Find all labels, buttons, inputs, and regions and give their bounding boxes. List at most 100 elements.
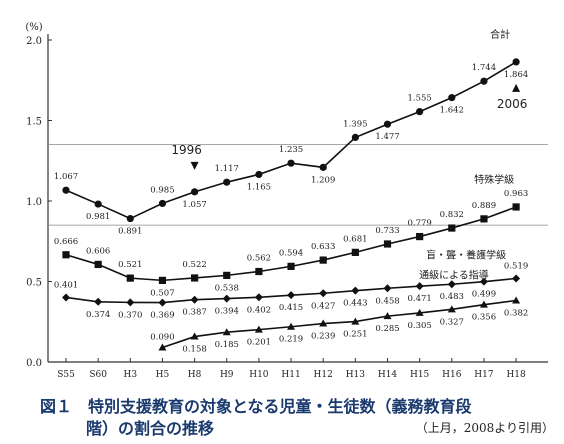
data-point-square	[287, 262, 295, 270]
data-label: 0.239	[311, 332, 335, 342]
data-label: 0.158	[182, 345, 206, 355]
data-point-triangle	[190, 332, 199, 340]
data-label: 0.891	[118, 227, 142, 237]
data-label: 0.606	[86, 246, 110, 256]
data-point-square	[126, 274, 134, 282]
data-point-circle	[319, 163, 327, 171]
data-label: 0.370	[118, 310, 142, 320]
x-tick-label: S55	[57, 370, 75, 380]
x-tick-label: H8	[188, 370, 202, 380]
data-label: 0.633	[311, 242, 335, 252]
data-point-square	[512, 203, 520, 211]
data-point-square	[416, 232, 424, 241]
data-point-diamond	[319, 289, 328, 298]
data-label: 1.642	[440, 106, 464, 116]
data-label: 1.235	[279, 145, 303, 155]
data-label: 0.889	[472, 201, 496, 211]
data-label: 1.477	[375, 132, 399, 142]
line-chart: 0.0 0.5 1.0 1.5 2.0 (%) S55 S60 H3 H5 H8 H9 H10 H11 H1…	[25, 22, 548, 380]
data-label: 0.219	[279, 335, 303, 345]
data-point-diamond	[254, 293, 263, 302]
annotation-year: 2006	[497, 97, 528, 111]
data-label: 1.555	[407, 94, 431, 104]
data-label: 0.985	[150, 185, 174, 195]
data-label: 0.285	[375, 324, 399, 334]
x-tick-label: H14	[378, 370, 398, 380]
data-point-square	[255, 267, 263, 276]
data-label: 1.209	[311, 175, 335, 185]
data-label: 0.681	[343, 234, 367, 244]
x-tick-label: H10	[249, 370, 269, 380]
data-point-circle	[383, 120, 392, 128]
series-name-label: 通級による指導	[419, 268, 489, 281]
data-point-circle	[255, 170, 263, 179]
data-point-circle	[287, 159, 295, 167]
x-tick-label: H9	[220, 370, 234, 380]
series-line-3	[162, 299, 517, 349]
data-label: 1.864	[504, 70, 528, 80]
data-point-circle	[448, 94, 456, 102]
data-label: 1.057	[182, 200, 206, 210]
y-tick-label: 0.0	[26, 358, 42, 369]
data-label: 0.382	[504, 308, 528, 318]
data-point-diamond	[351, 286, 360, 295]
data-point-square	[191, 274, 199, 282]
data-point-square	[223, 271, 231, 279]
series-name-label: 合計	[490, 28, 510, 41]
data-point-circle	[223, 178, 231, 186]
data-label: 1.395	[343, 119, 367, 129]
data-point-circle	[512, 58, 520, 66]
annotation-year: 1996	[171, 143, 202, 157]
y-tick-label: 1.0	[26, 197, 42, 208]
data-point-diamond	[447, 280, 456, 289]
data-point-circle	[351, 133, 359, 142]
y-tick-label: 1.5	[26, 117, 42, 128]
data-point-square	[480, 215, 488, 223]
annotation-arrow	[190, 161, 199, 170]
data-point-triangle	[479, 300, 488, 308]
x-tick-label: H15	[410, 370, 430, 380]
data-label: 0.443	[343, 299, 367, 309]
data-point-triangle	[287, 322, 296, 330]
x-tick-label: H13	[346, 370, 366, 380]
data-label: 0.666	[54, 237, 78, 247]
data-point-triangle	[415, 308, 424, 316]
data-label: 0.402	[247, 305, 271, 315]
y-tick-label: 2.0	[26, 36, 42, 47]
figure-caption-line1: 図１ 特別支援教育の対象となる児童・生徒数（義務教育段	[40, 397, 472, 416]
data-point-square	[94, 260, 102, 269]
x-tick-label: H18	[506, 370, 526, 380]
data-label: 0.387	[182, 308, 206, 318]
data-label: 0.562	[247, 254, 271, 264]
data-point-circle	[94, 200, 102, 208]
x-tick-label: H16	[442, 370, 462, 380]
series-name-label: 特殊学級	[474, 173, 514, 186]
data-label: 0.499	[472, 290, 496, 300]
data-point-circle	[191, 188, 199, 196]
data-point-circle	[62, 186, 70, 194]
data-point-diamond	[126, 298, 135, 307]
data-point-triangle	[447, 305, 456, 313]
data-label: 0.779	[407, 219, 431, 229]
data-point-triangle	[254, 325, 263, 333]
x-tick-label: H17	[474, 370, 494, 380]
data-point-square	[319, 256, 327, 264]
data-label: 1.165	[247, 182, 271, 192]
data-label: 0.733	[375, 226, 399, 236]
data-label: 0.538	[215, 283, 239, 293]
data-label: 0.981	[86, 212, 110, 222]
annotation-arrow	[512, 83, 521, 92]
data-point-triangle	[222, 328, 231, 336]
figure-source-note: （上月，2008より引用）	[415, 421, 554, 435]
data-point-circle	[126, 214, 134, 223]
figure-caption-line2: 階）の割合の推移	[86, 419, 215, 438]
data-point-square	[158, 276, 167, 284]
data-label: 0.369	[150, 311, 174, 321]
data-label: 0.521	[118, 260, 142, 270]
data-point-square	[62, 251, 70, 259]
series-name-label: 盲・聾・養護学級	[426, 248, 506, 261]
data-point-diamond	[62, 293, 70, 302]
data-point-square	[383, 240, 392, 248]
data-label: 0.090	[150, 333, 174, 343]
data-label: 0.374	[86, 310, 110, 320]
